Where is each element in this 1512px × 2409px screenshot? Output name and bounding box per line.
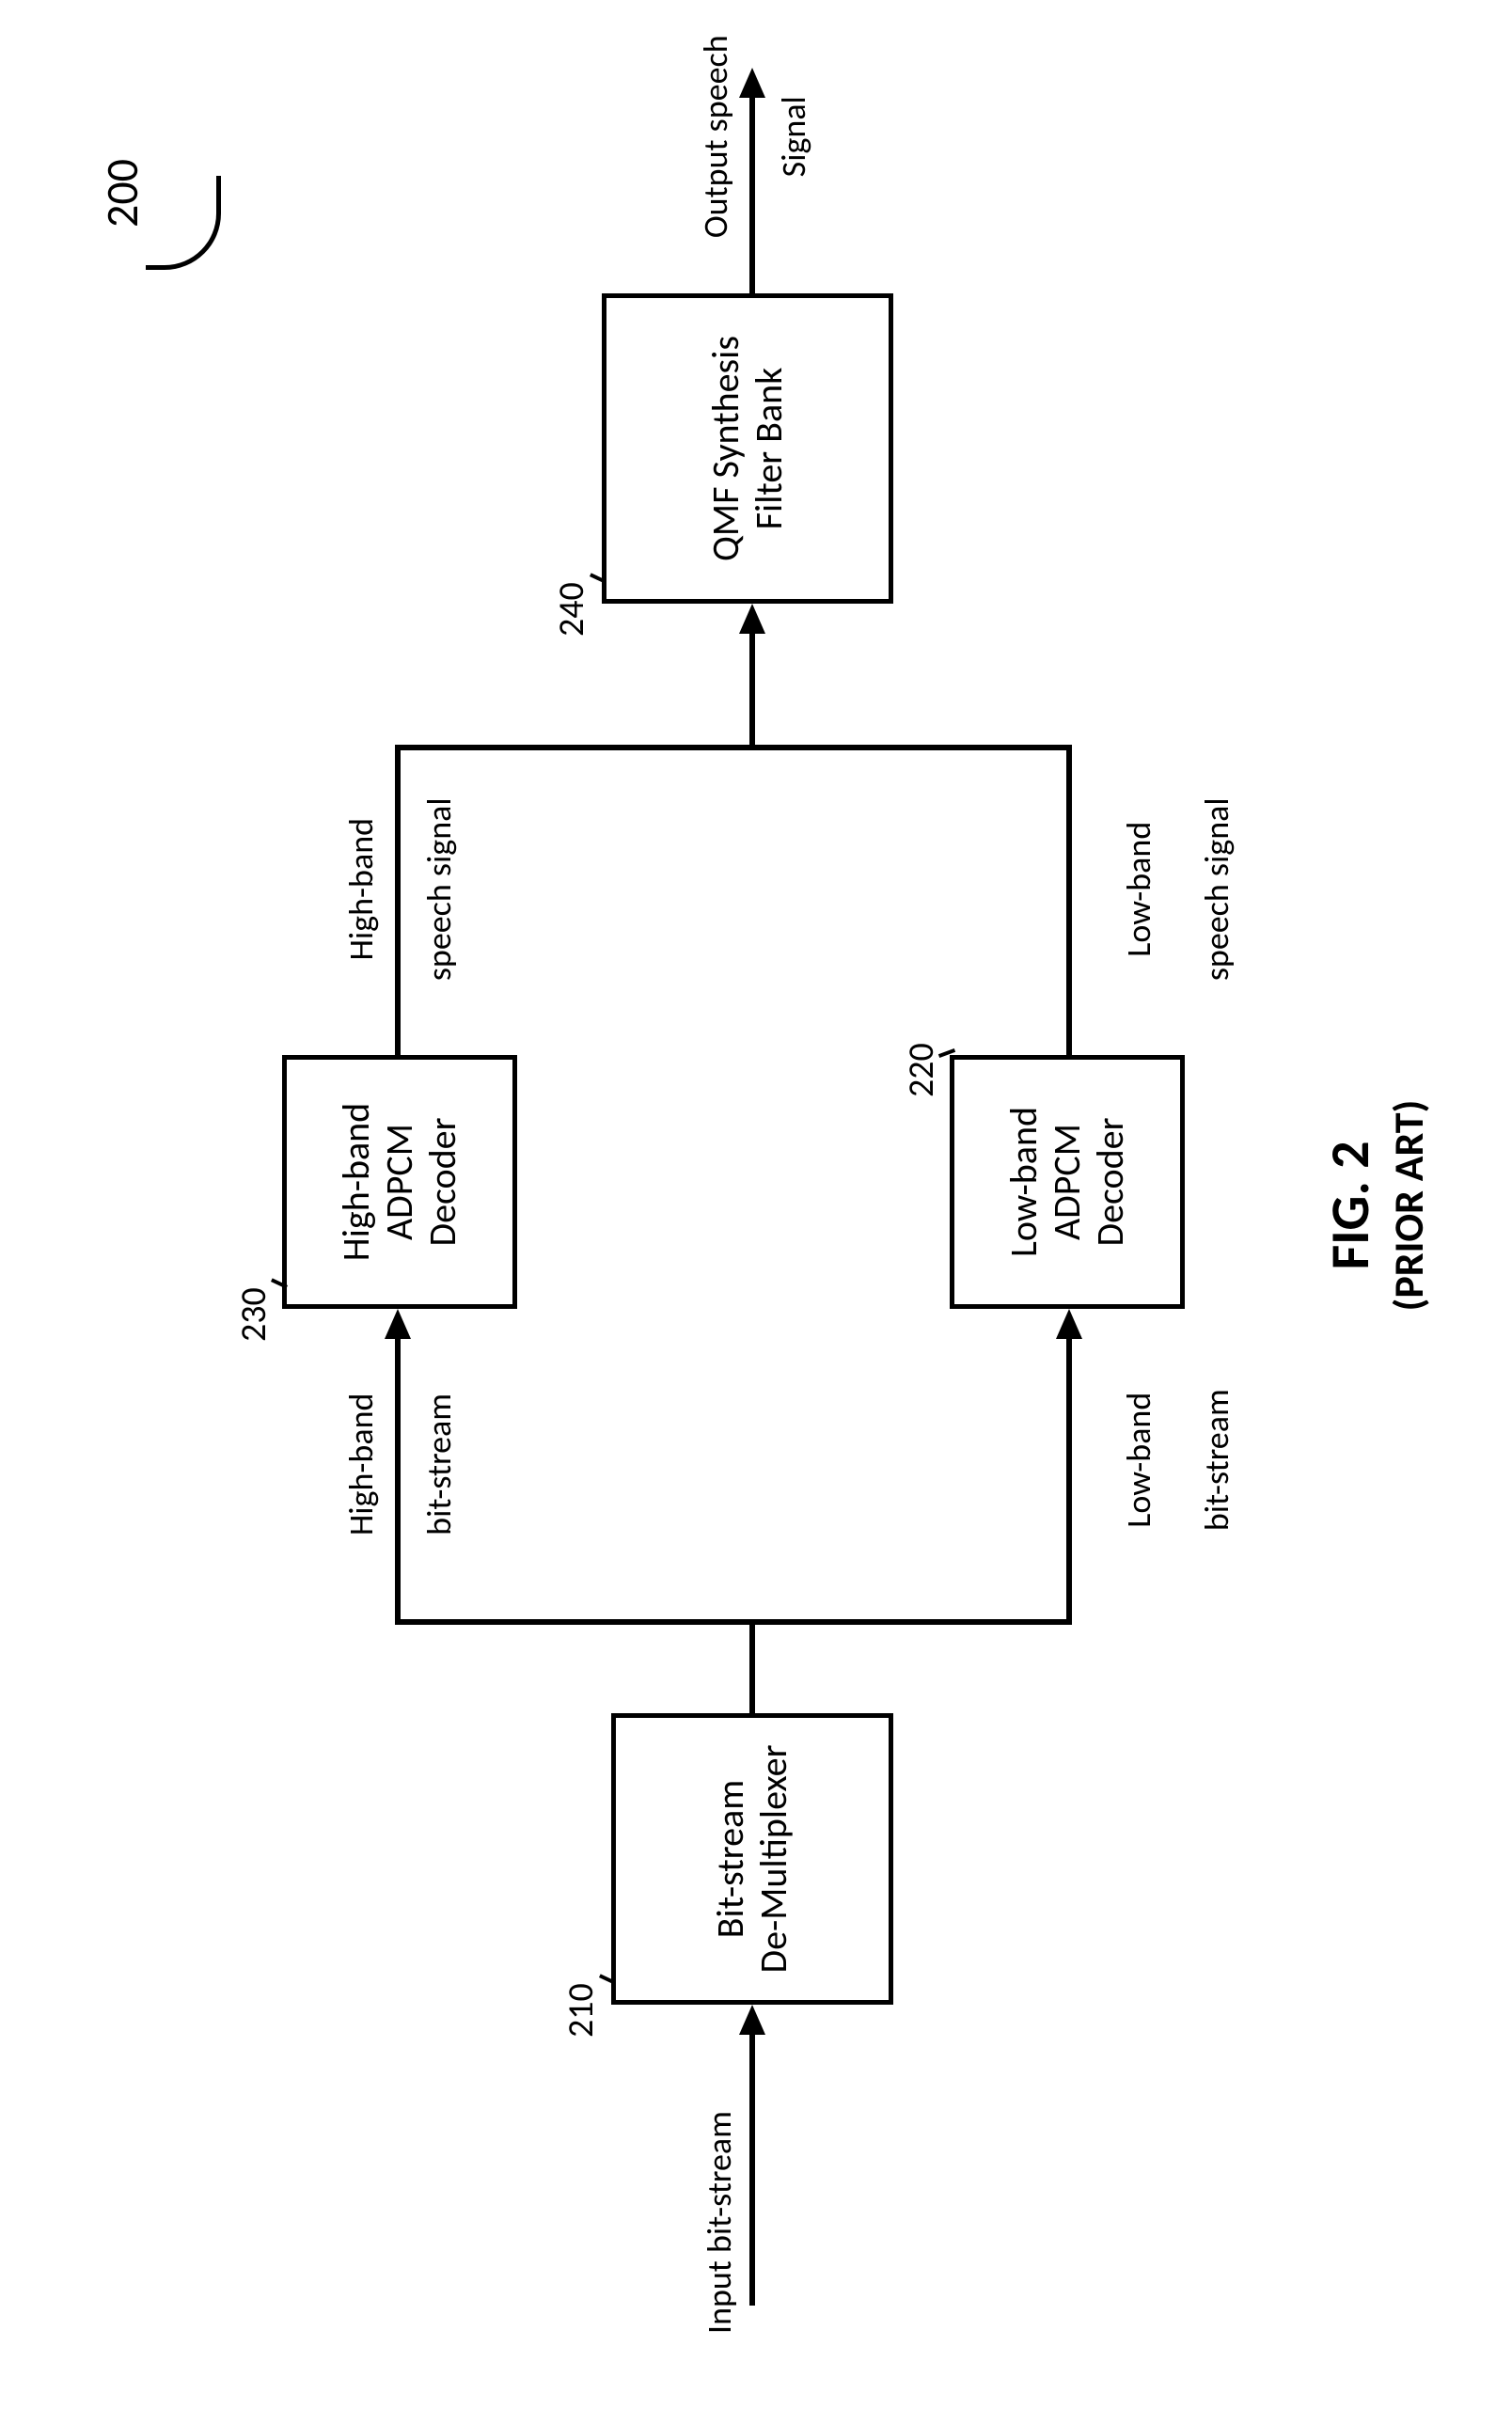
label-input: Input bit-stream (701, 2111, 739, 2334)
label-output-l2: Signal (773, 96, 814, 177)
low-decoder-box: Low-band ADPCM Decoder (950, 1055, 1185, 1309)
label-low-bits-l1: Low-band (1118, 1393, 1159, 1528)
ref-210: 210 (559, 1983, 603, 2038)
arrow-merge (739, 604, 765, 634)
figure-title-l1: FIG. 2 (1316, 1017, 1383, 1393)
edge-demux-stub (749, 1619, 755, 1713)
high-decoder-box: High-band ADPCM Decoder (282, 1055, 517, 1309)
label-low-bits: Low-band bit-stream (1081, 1389, 1276, 1577)
qmf-l2: Filter Bank (748, 368, 791, 530)
label-high-bits: High-band bit-stream (304, 1393, 498, 1582)
arrow-low-bits (1056, 1309, 1082, 1339)
low-dec-l3: Decoder (1089, 1117, 1132, 1246)
label-high-bits-l1: High-band (340, 1393, 382, 1536)
edge-low-bits (1066, 1337, 1072, 1625)
label-low-speech-l1: Low-band (1118, 822, 1159, 957)
label-high-speech: High-band speech signal (304, 797, 498, 1027)
arrow-high-bits (385, 1309, 411, 1339)
label-output-l1: Output speech (695, 35, 736, 238)
qmf-l1: QMF Synthesis (704, 336, 748, 561)
figure-ref-200: 200 (94, 159, 150, 228)
low-dec-l1: Low-band (1002, 1107, 1046, 1257)
edge-input (749, 2033, 755, 2306)
figure-title: FIG. 2 (PRIOR ART) (1316, 1017, 1434, 1393)
demux-line2: De-Multiplexer (752, 1744, 795, 1973)
demux-line1: Bit-stream (709, 1780, 752, 1938)
arrow-input (739, 2005, 765, 2035)
qmf-box: QMF Synthesis Filter Bank (602, 293, 893, 604)
edge-merge-stub (749, 632, 755, 750)
high-dec-l3: Decoder (421, 1117, 465, 1246)
edge-low-speech (1066, 745, 1072, 1055)
label-high-bits-l2: bit-stream (418, 1393, 460, 1535)
label-low-speech: Low-band speech signal (1081, 797, 1276, 1027)
label-high-speech-l2: speech signal (418, 797, 460, 981)
label-output: Output speech Signal (658, 35, 853, 284)
figure-ref-leader (146, 176, 221, 270)
ref-240: 240 (550, 582, 593, 637)
label-low-speech-l2: speech signal (1196, 797, 1237, 981)
label-low-bits-l2: bit-stream (1196, 1389, 1237, 1531)
ref-230: 230 (232, 1287, 276, 1342)
high-dec-l1: High-band (335, 1103, 378, 1261)
edge-merge-vert (395, 745, 1072, 750)
low-dec-l2: ADPCM (1046, 1124, 1089, 1240)
label-high-speech-l1: High-band (340, 818, 382, 961)
demux-box: Bit-stream De-Multiplexer (611, 1713, 893, 2005)
figure-title-l2: (PRIOR ART) (1383, 1017, 1434, 1393)
high-dec-l2: ADPCM (378, 1124, 421, 1240)
ref-220: 220 (900, 1043, 943, 1097)
edge-split-vert (395, 1619, 1072, 1625)
